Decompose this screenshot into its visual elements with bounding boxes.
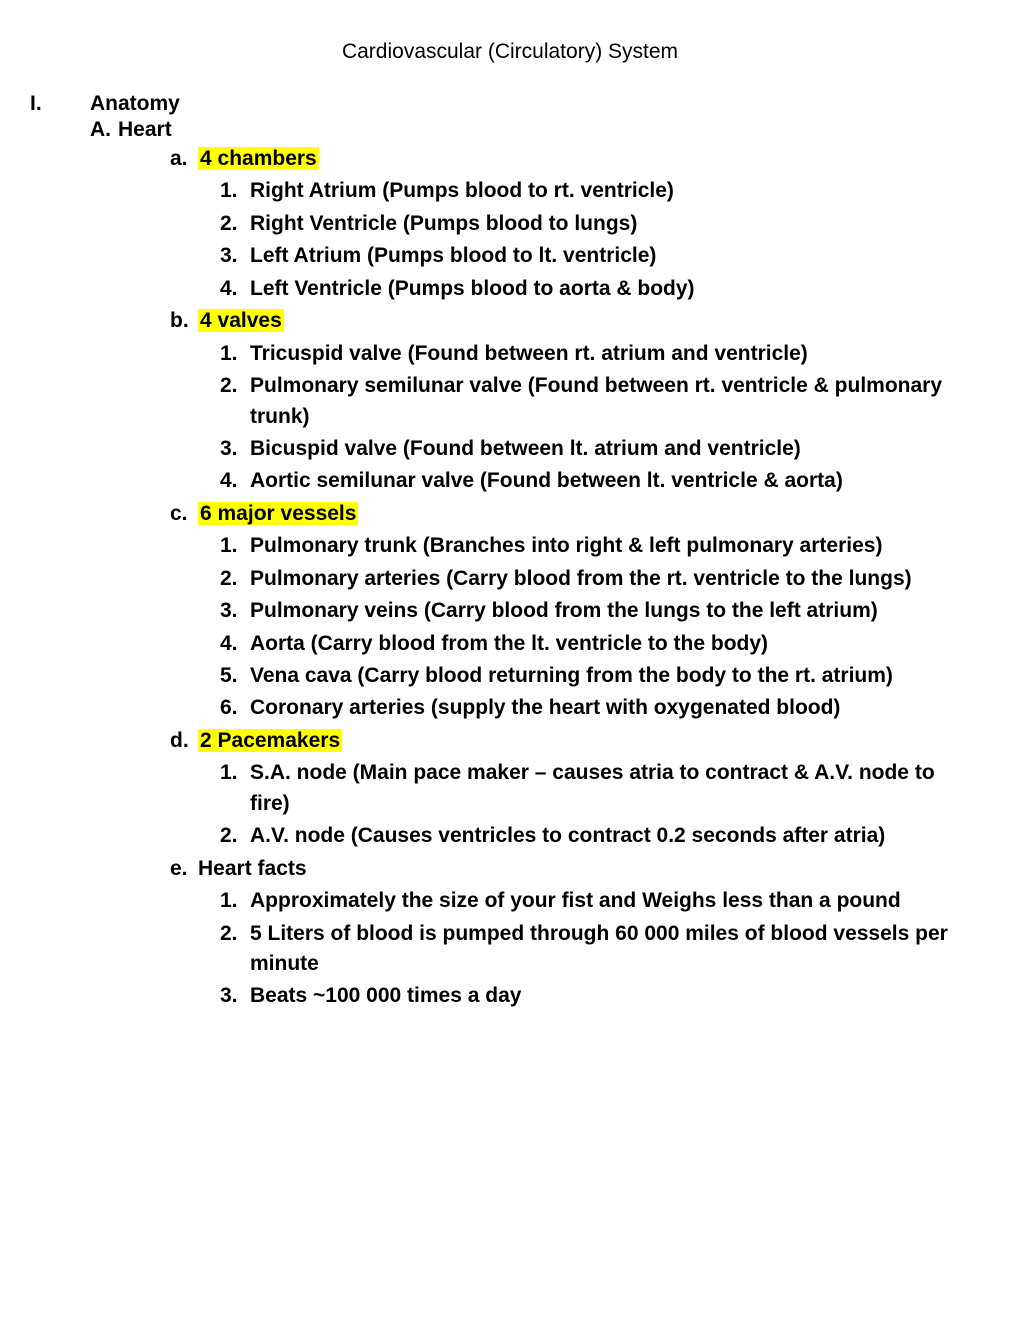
list-item: 2. Pulmonary semilunar valve (Found betw… — [220, 371, 990, 432]
label-e: Heart facts — [198, 854, 307, 884]
item-text: Right Atrium (Pumps blood to rt. ventric… — [250, 176, 990, 206]
list-item: 1. Tricuspid valve (Found between rt. at… — [220, 339, 990, 369]
item-text: 5 Liters of blood is pumped through 60 0… — [250, 919, 990, 980]
marker-b: b. — [170, 306, 198, 336]
list-item: 3. Bicuspid valve (Found between lt. atr… — [220, 434, 990, 464]
list-item: 1. Pulmonary trunk (Branches into right … — [220, 531, 990, 561]
list-item: 1. Right Atrium (Pumps blood to rt. vent… — [220, 176, 990, 206]
outline-level-I: I. Anatomy — [30, 92, 990, 116]
marker-num: 1. — [220, 176, 250, 206]
marker-num: 1. — [220, 886, 250, 916]
label-I: Anatomy — [90, 92, 180, 116]
item-text: Coronary arteries (supply the heart with… — [250, 693, 990, 723]
marker-num: 4. — [220, 629, 250, 659]
label-b: 4 valves — [198, 306, 284, 336]
item-text: Bicuspid valve (Found between lt. atrium… — [250, 434, 990, 464]
list-item: 6. Coronary arteries (supply the heart w… — [220, 693, 990, 723]
item-text: Vena cava (Carry blood returning from th… — [250, 661, 990, 691]
page-title: Cardiovascular (Circulatory) System — [30, 40, 990, 64]
outline-level-b: b. 4 valves — [170, 306, 990, 336]
marker-num: 2. — [220, 209, 250, 239]
list-item: 3. Left Atrium (Pumps blood to lt. ventr… — [220, 241, 990, 271]
list-item: 1. Approximately the size of your fist a… — [220, 886, 990, 916]
item-text: Left Atrium (Pumps blood to lt. ventricl… — [250, 241, 990, 271]
marker-num: 3. — [220, 241, 250, 271]
item-text: Pulmonary semilunar valve (Found between… — [250, 371, 990, 432]
outline-level-d: d. 2 Pacemakers — [170, 726, 990, 756]
list-item: 1. S.A. node (Main pace maker – causes a… — [220, 758, 990, 819]
marker-I: I. — [30, 92, 90, 116]
marker-num: 4. — [220, 466, 250, 496]
item-text: Pulmonary arteries (Carry blood from the… — [250, 564, 990, 594]
marker-num: 2. — [220, 821, 250, 851]
marker-d: d. — [170, 726, 198, 756]
marker-num: 1. — [220, 758, 250, 819]
list-item: 2. Pulmonary arteries (Carry blood from … — [220, 564, 990, 594]
item-text: Left Ventricle (Pumps blood to aorta & b… — [250, 274, 990, 304]
marker-num: 1. — [220, 339, 250, 369]
item-text: S.A. node (Main pace maker – causes atri… — [250, 758, 990, 819]
item-text: Right Ventricle (Pumps blood to lungs) — [250, 209, 990, 239]
outline-level-A: A. Heart — [90, 118, 990, 142]
highlight-d: 2 Pacemakers — [198, 729, 342, 752]
list-item: 4. Left Ventricle (Pumps blood to aorta … — [220, 274, 990, 304]
list-item: 4. Aorta (Carry blood from the lt. ventr… — [220, 629, 990, 659]
marker-num: 2. — [220, 564, 250, 594]
marker-num: 3. — [220, 596, 250, 626]
highlight-c: 6 major vessels — [198, 502, 358, 525]
marker-c: c. — [170, 499, 198, 529]
marker-num: 2. — [220, 919, 250, 980]
highlight-b: 4 valves — [198, 309, 284, 332]
marker-A: A. — [90, 118, 118, 142]
list-item: 3. Pulmonary veins (Carry blood from the… — [220, 596, 990, 626]
item-text: Tricuspid valve (Found between rt. atriu… — [250, 339, 990, 369]
label-a: 4 chambers — [198, 144, 319, 174]
marker-num: 3. — [220, 981, 250, 1011]
item-text: Aortic semilunar valve (Found between lt… — [250, 466, 990, 496]
list-item: 2. 5 Liters of blood is pumped through 6… — [220, 919, 990, 980]
item-text: Pulmonary trunk (Branches into right & l… — [250, 531, 990, 561]
list-item: 4. Aortic semilunar valve (Found between… — [220, 466, 990, 496]
list-item: 5. Vena cava (Carry blood returning from… — [220, 661, 990, 691]
list-item: 2. Right Ventricle (Pumps blood to lungs… — [220, 209, 990, 239]
label-A: Heart — [118, 118, 172, 142]
outline-level-e: e. Heart facts — [170, 854, 990, 884]
item-text: Approximately the size of your fist and … — [250, 886, 990, 916]
outline-level-a: a. 4 chambers — [170, 144, 990, 174]
outline-level-c: c. 6 major vessels — [170, 499, 990, 529]
item-text: Aorta (Carry blood from the lt. ventricl… — [250, 629, 990, 659]
item-text: A.V. node (Causes ventricles to contract… — [250, 821, 990, 851]
highlight-a: 4 chambers — [198, 147, 319, 170]
marker-num: 1. — [220, 531, 250, 561]
label-c: 6 major vessels — [198, 499, 358, 529]
label-d: 2 Pacemakers — [198, 726, 342, 756]
marker-e: e. — [170, 854, 198, 884]
marker-num: 3. — [220, 434, 250, 464]
marker-num: 5. — [220, 661, 250, 691]
marker-num: 2. — [220, 371, 250, 432]
list-item: 2. A.V. node (Causes ventricles to contr… — [220, 821, 990, 851]
marker-num: 6. — [220, 693, 250, 723]
item-text: Pulmonary veins (Carry blood from the lu… — [250, 596, 990, 626]
list-item: 3. Beats ~100 000 times a day — [220, 981, 990, 1011]
item-text: Beats ~100 000 times a day — [250, 981, 990, 1011]
marker-num: 4. — [220, 274, 250, 304]
document-page: Cardiovascular (Circulatory) System I. A… — [0, 0, 1020, 1320]
marker-a: a. — [170, 144, 198, 174]
